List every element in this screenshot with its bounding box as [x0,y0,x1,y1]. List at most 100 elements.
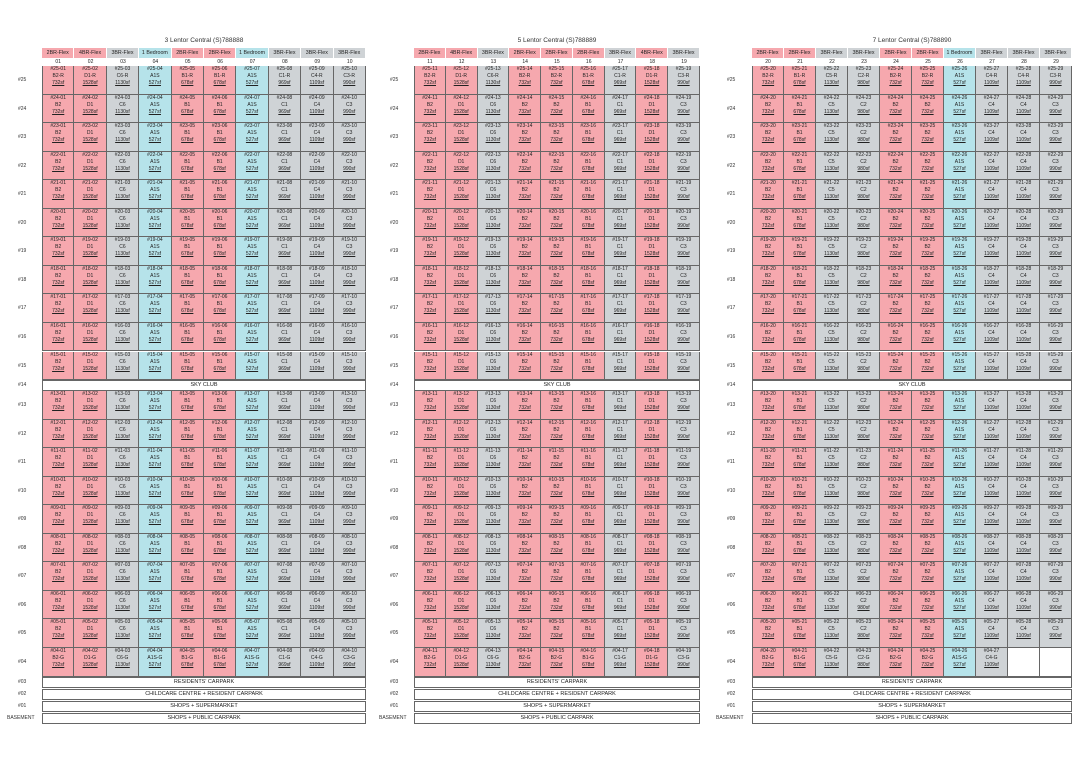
unit-cell[interactable]: #24-22 C5 1130sf [816,94,848,124]
unit-cell[interactable]: #24-11 B2 732sf [414,94,446,124]
unit-cell[interactable]: #17-17 C1 969sf [604,294,637,323]
unit-cell[interactable]: #20-21 B1 678sf [784,208,816,238]
unit-cell[interactable]: #04-15 B2-G 732sf [541,648,573,677]
unit-cell[interactable]: #09-21 B1 678sf [784,505,816,534]
unit-cell[interactable]: #08-16 B1 678sf [572,533,605,563]
unit-cell[interactable]: #08-29 C3 990sf [1040,533,1072,563]
unit-cell[interactable]: #07-29 C3 990sf [1040,562,1072,591]
unit-cell[interactable]: #06-12 D1 1528sf [445,590,478,620]
unit-cell[interactable]: #06-15 B2 732sf [541,590,573,620]
unit-cell[interactable]: #12-13 C6 1130sf [477,419,510,449]
unit-cell[interactable]: #05-27 C4 1109sf [976,619,1008,648]
unit-cell[interactable]: #12-08 C1 969sf [268,419,302,449]
unit-cell[interactable]: #06-28 C4 1109sf [1008,590,1040,620]
unit-cell[interactable]: #25-23 C2-R 980sf [848,66,880,95]
unit-cell[interactable]: #08-22 C5 1130sf [816,533,848,563]
unit-cell[interactable]: #25-16 B1-R 678sf [572,66,605,95]
unit-cell[interactable]: #24-25 B2 732sf [912,94,944,124]
unit-cell[interactable]: #22-11 B2 732sf [414,151,446,181]
unit-cell[interactable]: #17-06 B1 678sf [203,294,237,323]
unit-cell[interactable]: #21-08 C1 969sf [268,180,302,209]
unit-cell[interactable]: #05-23 C2 980sf [848,619,880,648]
unit-cell[interactable]: #04-09 C4-G 1109sf [301,648,334,677]
unit-cell[interactable]: #17-22 C5 1130sf [816,294,848,323]
unit-cell[interactable]: #11-07 A1S 527sf [236,448,269,477]
unit-cell[interactable]: #13-01 B2 732sf [42,391,75,420]
unit-cell[interactable]: #13-27 C4 1109sf [976,391,1008,420]
unit-cell[interactable]: #04-23 C2-G 980sf [848,648,880,677]
unit-cell[interactable]: #15-01 B2 732sf [42,351,75,381]
unit-cell[interactable]: #25-26 A1S 527sf [944,66,976,95]
unit-cell[interactable]: #05-03 C6 1130sf [106,619,140,648]
unit-cell[interactable]: #17-05 B1 678sf [171,294,204,323]
unit-cell[interactable]: #18-18 D1 1528sf [636,265,669,295]
unit-cell[interactable]: #07-02 D1 1528sf [74,562,107,591]
unit-cell[interactable]: #19-13 C6 1130sf [477,237,510,266]
unit-cell[interactable]: #22-02 D1 1528sf [74,151,107,181]
unit-cell[interactable]: #10-10 C3 990sf [333,476,366,506]
unit-cell[interactable]: #04-07 A1S-G 527sf [236,648,269,677]
unit-cell[interactable]: #12-11 B2 732sf [414,419,446,449]
unit-cell[interactable]: #16-25 B2 732sf [912,322,944,352]
unit-cell[interactable]: #06-03 C6 1130sf [106,590,140,620]
unit-cell[interactable]: #24-06 B1 678sf [203,94,237,124]
unit-cell[interactable]: #04-21 B1-G 678sf [784,648,816,677]
unit-cell[interactable]: #05-10 C3 990sf [333,619,366,648]
unit-cell[interactable]: #10-28 C4 1109sf [1008,476,1040,506]
unit-cell[interactable]: #13-09 C4 1109sf [301,391,334,420]
unit-cell[interactable]: #19-28 C4 1109sf [1008,237,1040,266]
unit-cell[interactable]: #09-17 C1 969sf [604,505,637,534]
unit-cell[interactable]: #09-27 C4 1109sf [976,505,1008,534]
unit-cell[interactable]: #23-14 B2 732sf [509,123,542,152]
unit-cell[interactable]: #16-04 A1S 527sf [139,322,172,352]
unit-cell[interactable]: #18-24 B2 732sf [880,265,912,295]
unit-cell[interactable]: #10-04 A1S 527sf [139,476,172,506]
unit-cell[interactable]: #06-06 B1 678sf [203,590,237,620]
unit-cell[interactable]: #16-26 A1S 527sf [944,322,976,352]
unit-cell[interactable]: #11-17 C1 969sf [604,448,637,477]
unit-cell[interactable]: #15-03 C6 1130sf [106,351,140,381]
unit-cell[interactable]: #06-09 C4 1109sf [301,590,334,620]
unit-cell[interactable]: #11-22 C5 1130sf [816,448,848,477]
unit-cell[interactable]: #25-09 C4-R 1109sf [301,66,334,95]
unit-cell[interactable]: #16-28 C4 1109sf [1008,322,1040,352]
unit-cell[interactable]: #12-09 C4 1109sf [301,419,334,449]
unit-cell[interactable]: #12-12 D1 1528sf [445,419,478,449]
unit-cell[interactable]: #06-04 A1S 527sf [139,590,172,620]
unit-cell[interactable]: #12-04 A1S 527sf [139,419,172,449]
unit-cell[interactable]: #15-13 C6 1130sf [477,351,510,381]
unit-cell[interactable]: #24-29 C3 990sf [1040,94,1072,124]
unit-cell[interactable]: #19-19 C3 990sf [668,237,700,266]
unit-cell[interactable]: #09-25 B2 732sf [912,505,944,534]
unit-cell[interactable]: #16-12 D1 1528sf [445,322,478,352]
unit-cell[interactable]: #06-08 C1 969sf [268,590,302,620]
unit-cell[interactable]: #17-23 C2 980sf [848,294,880,323]
unit-cell[interactable]: #19-05 B1 678sf [171,237,204,266]
unit-cell[interactable]: #17-27 C4 1109sf [976,294,1008,323]
unit-cell[interactable]: #24-02 D1 1528sf [74,94,107,124]
unit-cell[interactable]: #07-18 D1 1528sf [636,562,669,591]
unit-cell[interactable]: #10-26 A1S 527sf [944,476,976,506]
unit-cell[interactable]: #23-05 B1 678sf [171,123,204,152]
unit-cell[interactable]: #19-09 C4 1109sf [301,237,334,266]
unit-cell[interactable]: #23-01 B2 732sf [42,123,75,152]
unit-cell[interactable]: #21-11 B2 732sf [414,180,446,209]
unit-cell[interactable]: #23-06 B1 678sf [203,123,237,152]
unit-cell[interactable]: #21-10 C3 990sf [333,180,366,209]
unit-cell[interactable]: #09-01 B2 732sf [42,505,75,534]
unit-cell[interactable]: #13-16 B1 678sf [572,391,605,420]
unit-cell[interactable]: #06-07 A1S 527sf [236,590,269,620]
unit-cell[interactable]: #08-25 B2 732sf [912,533,944,563]
unit-cell[interactable]: #13-04 A1S 527sf [139,391,172,420]
unit-cell[interactable]: #05-07 A1S 527sf [236,619,269,648]
unit-cell[interactable]: #06-23 C2 980sf [848,590,880,620]
unit-cell[interactable]: #12-19 C3 990sf [668,419,700,449]
unit-cell[interactable]: #22-23 C2 980sf [848,151,880,181]
unit-cell[interactable]: #16-29 C3 990sf [1040,322,1072,352]
unit-cell[interactable]: #13-07 A1S 527sf [236,391,269,420]
unit-cell[interactable]: #13-17 C1 969sf [604,391,637,420]
unit-cell[interactable]: #05-26 A1S 527sf [944,619,976,648]
unit-cell[interactable]: #15-12 D1 1528sf [445,351,478,381]
unit-cell[interactable]: #09-28 C4 1109sf [1008,505,1040,534]
unit-cell[interactable]: #18-28 C4 1109sf [1008,265,1040,295]
